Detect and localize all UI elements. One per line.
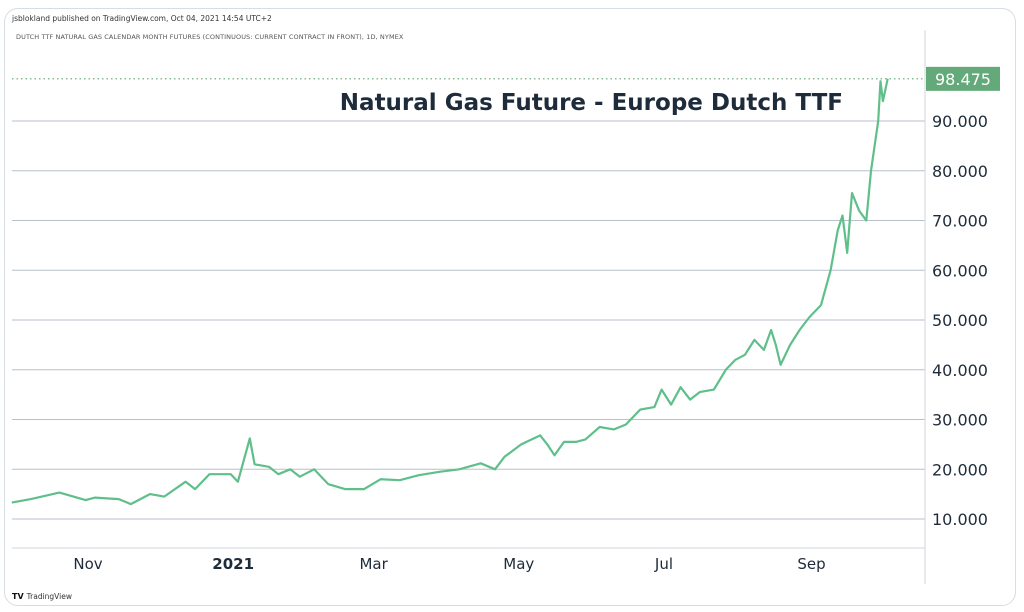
x-tick-label: Jul bbox=[654, 555, 673, 573]
x-tick-label: Nov bbox=[73, 555, 102, 573]
y-tick-label: 50.000 bbox=[932, 311, 988, 330]
tradingview-logo-icon: TV bbox=[12, 592, 24, 601]
symbol-description: DUTCH TTF NATURAL GAS CALENDAR MONTH FUT… bbox=[16, 33, 404, 41]
y-tick-label: 40.000 bbox=[932, 361, 988, 380]
x-tick-label: 2021 bbox=[212, 555, 254, 573]
chart-title: Natural Gas Future - Europe Dutch TTF bbox=[340, 90, 843, 116]
tradingview-brand[interactable]: TV TradingView bbox=[12, 592, 72, 601]
y-tick-label: 90.000 bbox=[932, 112, 988, 131]
x-tick-label: Sep bbox=[797, 555, 825, 573]
y-tick-label: 10.000 bbox=[932, 510, 988, 529]
y-tick-label: 80.000 bbox=[932, 162, 988, 181]
brand-label: TradingView bbox=[26, 592, 72, 601]
y-tick-label: 30.000 bbox=[932, 411, 988, 430]
x-tick-label: May bbox=[503, 555, 534, 573]
y-tick-label: 20.000 bbox=[932, 460, 988, 479]
y-tick-label: 60.000 bbox=[932, 261, 988, 280]
y-tick-label: 70.000 bbox=[932, 212, 988, 231]
last-price-label: 98.475 bbox=[935, 70, 991, 89]
x-tick-label: Mar bbox=[359, 555, 388, 573]
last-price-tag bbox=[926, 66, 1000, 91]
price-series-line bbox=[11, 78, 889, 506]
published-note: jsblokland published on TradingView.com,… bbox=[12, 14, 272, 23]
chart-frame bbox=[4, 8, 1016, 606]
